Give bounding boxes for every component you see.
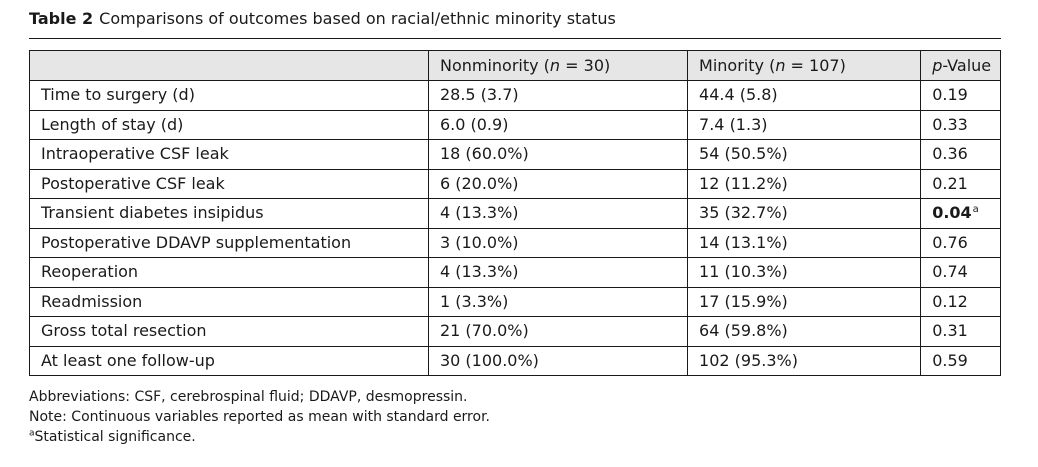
header-minority-value: = 107)	[785, 55, 846, 75]
table-number: Table 2	[29, 9, 94, 28]
p-value-text: 0.74	[932, 262, 968, 282]
p-value-text: 0.76	[932, 232, 968, 252]
p-value-text: 0.12	[932, 291, 968, 311]
p-value-text: 0.59	[932, 350, 968, 370]
header-p-value: p-Value	[920, 50, 1001, 81]
cell-minority: 7.4 (1.3)	[687, 109, 922, 140]
table-row: Time to surgery (d) 28.5 (3.7) 44.4 (5.8) 0…	[29, 80, 1001, 111]
header-minority-name: Minority (	[699, 55, 776, 75]
row-label: Time to surgery (d)	[29, 80, 429, 111]
cell-minority: 14 (13.1%)	[687, 227, 922, 258]
table-row: Reoperation 4 (13.3%) 11 (10.3%) 0.74	[29, 257, 1001, 288]
header-nonminority-n: n	[549, 55, 561, 75]
p-value-text: 0.21	[932, 173, 968, 193]
row-label: Readmission	[29, 286, 429, 317]
header-nonminority-value: = 30)	[560, 55, 611, 75]
row-label: Intraoperative CSF leak	[29, 139, 429, 170]
footnote-significance: aStatistical significance.	[29, 427, 490, 447]
cell-minority: 54 (50.5%)	[687, 139, 922, 170]
header-minority-n: n	[775, 55, 786, 75]
cell-minority: 12 (11.2%)	[687, 168, 922, 199]
cell-p-value: 0.33	[920, 109, 1001, 140]
cell-nonminority: 6.0 (0.9)	[427, 109, 689, 140]
cell-minority: 11 (10.3%)	[687, 257, 922, 288]
cell-minority: 17 (15.9%)	[687, 286, 922, 317]
table-row: Postoperative CSF leak 6 (20.0%) 12 (11.2%…	[29, 168, 1001, 199]
table-row: Gross total resection 21 (70.0%) 64 (59.8%…	[29, 316, 1001, 347]
cell-nonminority: 3 (10.0%)	[427, 227, 689, 258]
table-row: At least one follow-up 30 (100.0%) 102 (95…	[29, 345, 1001, 376]
footnote-note: Note: Continuous variables reported as m…	[29, 409, 490, 425]
cell-nonminority: 30 (100.0%)	[427, 345, 689, 376]
cell-p-value: 0.74	[920, 257, 1001, 288]
cell-nonminority: 1 (3.3%)	[427, 286, 689, 317]
header-p-rest: -Value	[942, 55, 992, 75]
cell-minority: 44.4 (5.8)	[687, 80, 922, 111]
table-title: Comparisons of outcomes based on racial/…	[99, 9, 616, 28]
header-minority: Minority (n = 107)	[687, 50, 922, 81]
cell-p-value: 0.21	[920, 168, 1001, 199]
table-row: Postoperative DDAVP supplementation 3 (10…	[29, 227, 1001, 258]
cell-nonminority: 6 (20.0%)	[427, 168, 689, 199]
row-label: Reoperation	[29, 257, 429, 288]
cell-p-value: 0.04a	[920, 198, 1001, 229]
header-label-cell	[29, 50, 429, 81]
row-label: Transient diabetes insipidus	[29, 198, 429, 229]
header-nonminority: Nonminority (n = 30)	[427, 50, 689, 81]
row-label: Postoperative CSF leak	[29, 168, 429, 199]
table-row: Intraoperative CSF leak 18 (60.0%) 54 (50.…	[29, 139, 1001, 170]
row-label: Length of stay (d)	[29, 109, 429, 140]
cell-p-value: 0.19	[920, 80, 1001, 111]
cell-nonminority: 4 (13.3%)	[427, 257, 689, 288]
cell-p-value: 0.76	[920, 227, 1001, 258]
cell-nonminority: 18 (60.0%)	[427, 139, 689, 170]
cell-p-value: 0.59	[920, 345, 1001, 376]
table-footnotes: Abbreviations: CSF, cerebrospinal fluid;…	[29, 387, 490, 447]
cell-nonminority: 28.5 (3.7)	[427, 80, 689, 111]
header-p-italic: p	[932, 55, 943, 75]
table-row: Readmission 1 (3.3%) 17 (15.9%) 0.12	[29, 286, 1001, 317]
footnote-significance-mark: a	[29, 428, 35, 439]
cell-nonminority: 4 (13.3%)	[427, 198, 689, 229]
row-label: Postoperative DDAVP supplementation	[29, 227, 429, 258]
cell-minority: 35 (32.7%)	[687, 198, 922, 229]
p-value-text: 0.36	[932, 144, 968, 164]
outcomes-table: Nonminority (n = 30) Minority (n = 107) …	[29, 50, 1001, 376]
footnote-significance-text: Statistical significance.	[34, 429, 196, 445]
p-value-text: 0.33	[932, 114, 968, 134]
table-header-row: Nonminority (n = 30) Minority (n = 107) …	[29, 50, 1001, 81]
p-value-text: 0.04	[932, 203, 972, 223]
row-label: Gross total resection	[29, 316, 429, 347]
cell-p-value: 0.12	[920, 286, 1001, 317]
p-value-text: 0.31	[932, 321, 968, 341]
table-caption: Table 2 Comparisons of outcomes based on …	[29, 8, 616, 30]
cell-minority: 102 (95.3%)	[687, 345, 922, 376]
cell-p-value: 0.31	[920, 316, 1001, 347]
top-rule	[29, 38, 1001, 39]
footnote-abbreviations: Abbreviations: CSF, cerebrospinal fluid;…	[29, 389, 468, 405]
row-label: At least one follow-up	[29, 345, 429, 376]
cell-nonminority: 21 (70.0%)	[427, 316, 689, 347]
cell-p-value: 0.36	[920, 139, 1001, 170]
table-body: Time to surgery (d) 28.5 (3.7) 44.4 (5.8) 0…	[29, 80, 1001, 376]
p-value-text: 0.19	[932, 85, 968, 105]
table-row: Transient diabetes insipidus 4 (13.3%) 35 …	[29, 198, 1001, 229]
table-row: Length of stay (d) 6.0 (0.9) 7.4 (1.3) 0.33	[29, 109, 1001, 140]
cell-minority: 64 (59.8%)	[687, 316, 922, 347]
header-nonminority-name: Nonminority (	[439, 55, 550, 75]
significance-mark: a	[972, 203, 979, 215]
